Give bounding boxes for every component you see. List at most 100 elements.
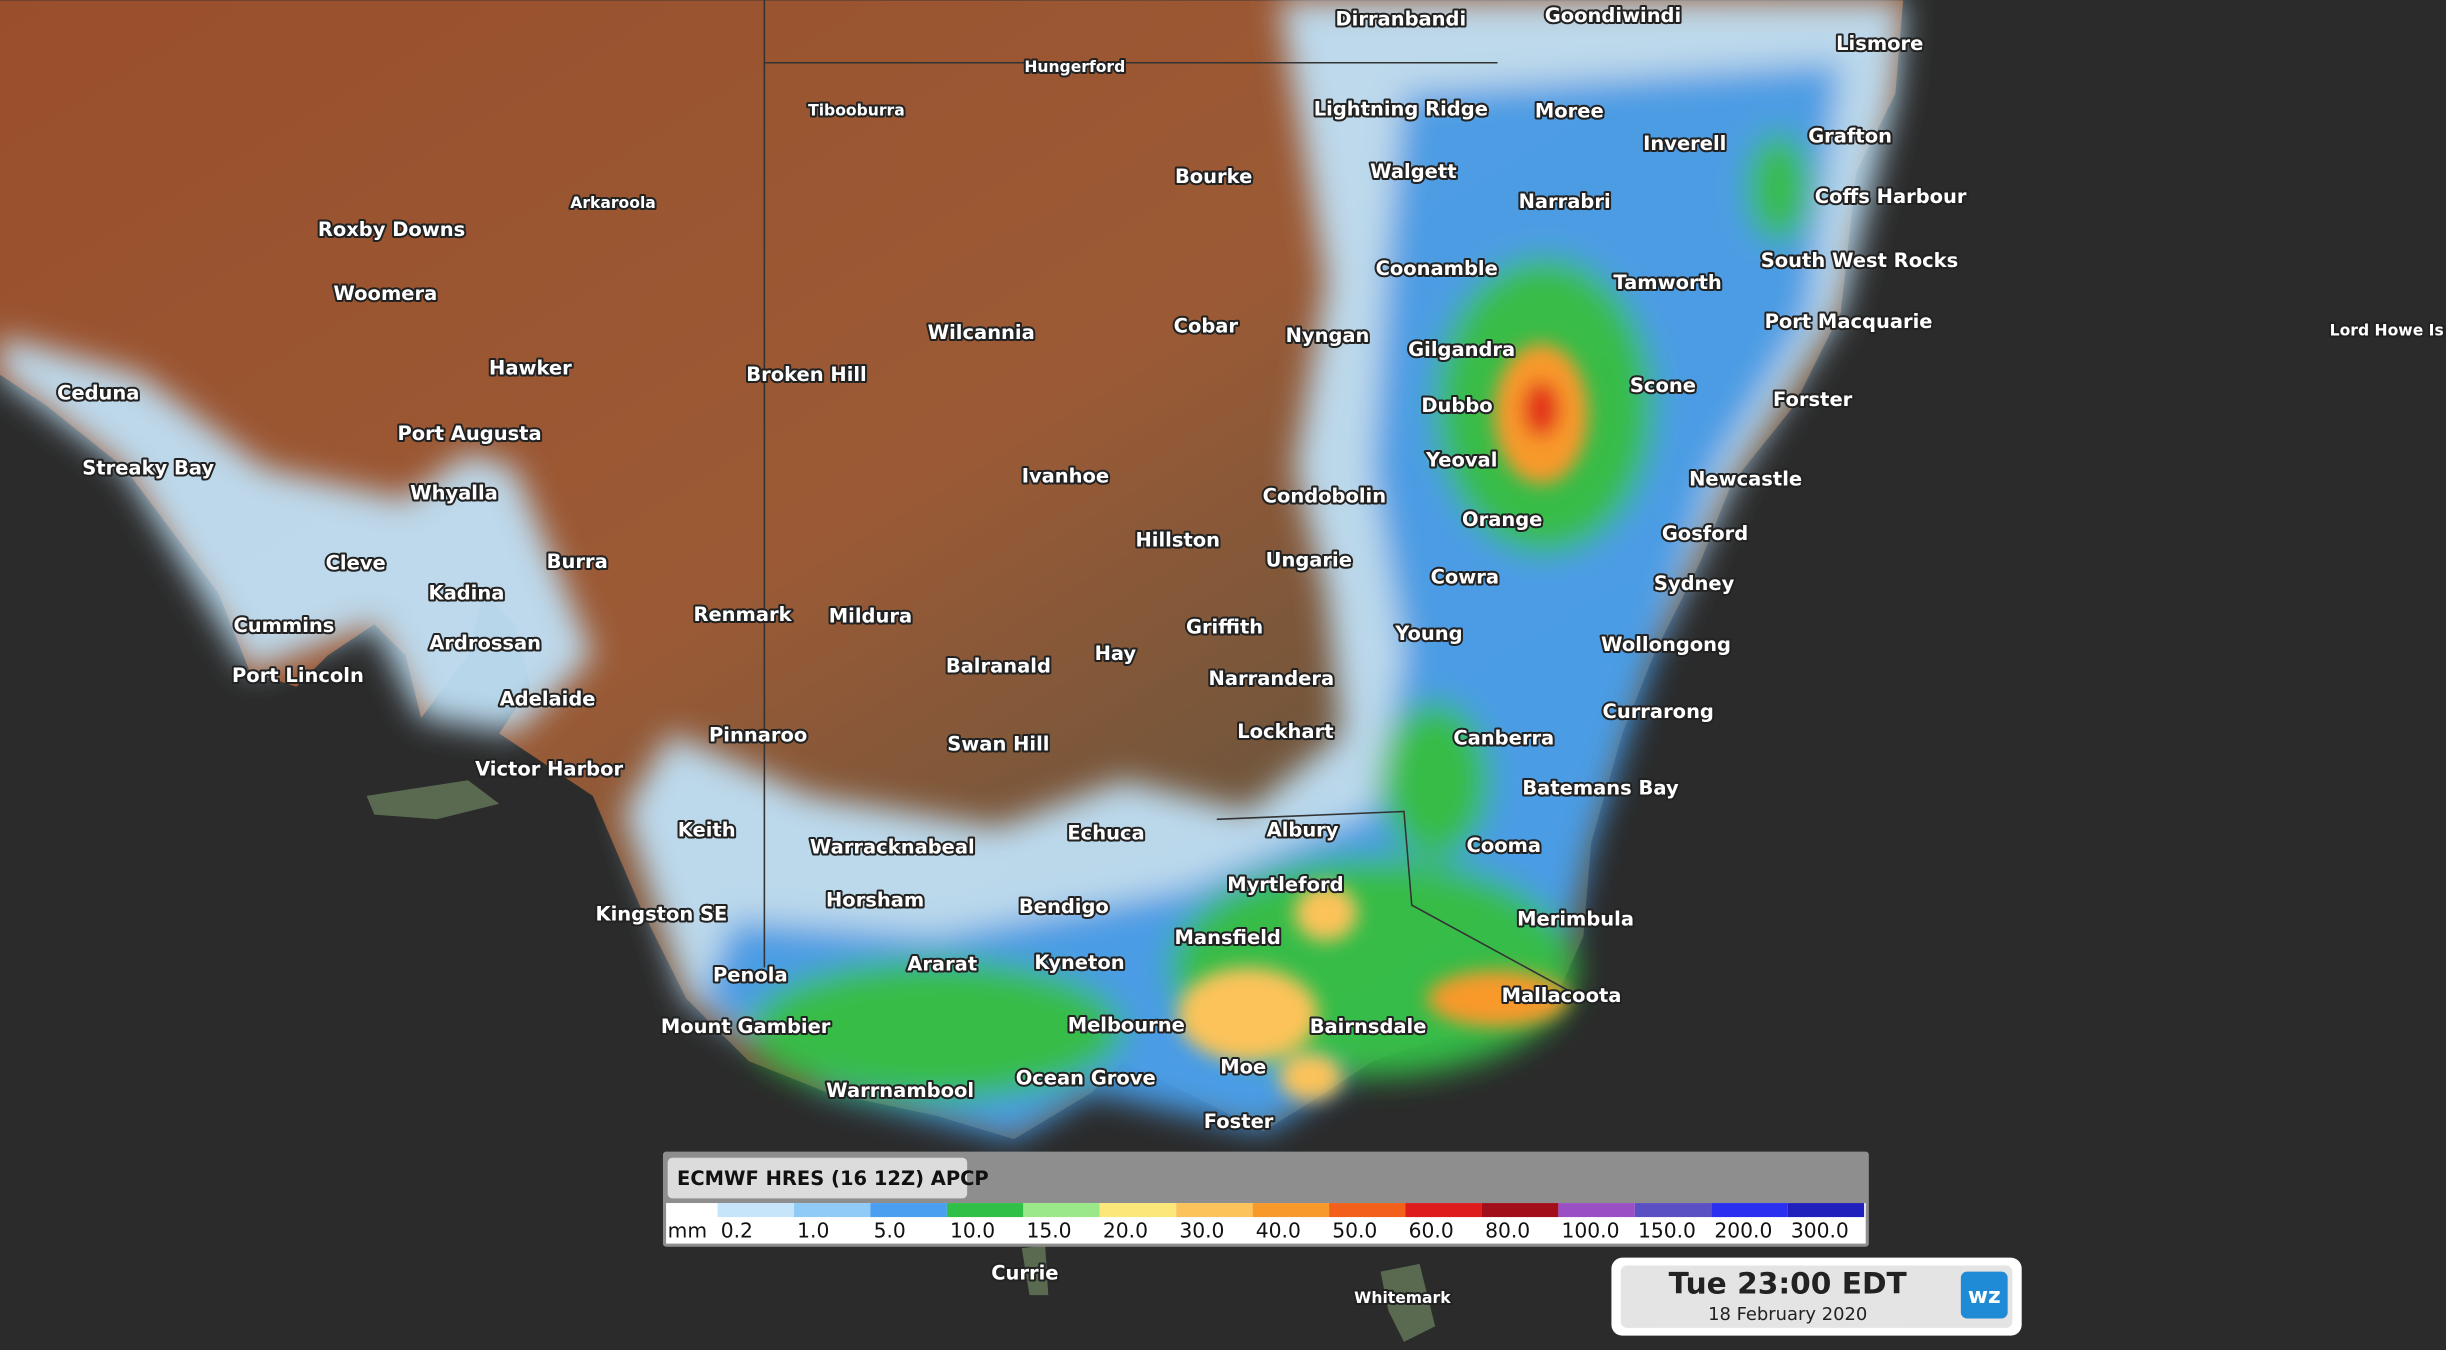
place-label: Lockhart (1237, 720, 1333, 743)
place-label: Kingston SE (595, 903, 727, 926)
place-label: Canberra (1453, 726, 1554, 749)
legend-swatch (1023, 1203, 1100, 1218)
rain-heavy (1177, 343, 1589, 1101)
legend-level-label: 150.0 (1638, 1218, 1696, 1242)
place-label: Warracknabeal (810, 836, 975, 859)
legend-swatch (717, 1203, 795, 1218)
place-label: Ivanhoe (1022, 464, 1109, 487)
place-label: Gosford (1662, 522, 1748, 545)
place-label: Port Augusta (397, 422, 541, 445)
legend-swatch (1558, 1203, 1635, 1218)
place-label: Mount Gambier (661, 1015, 831, 1038)
place-label: Adelaide (500, 687, 596, 710)
legend-level-label: 5.0 (874, 1218, 906, 1242)
place-labels: Dirranbandi Goondiwindi Lismore Hungerford T… (55, 2, 2446, 1309)
legend-swatch (1711, 1203, 1788, 1218)
place-label: Wollongong (1601, 633, 1731, 656)
place-label: Cowra (1431, 566, 1499, 589)
place-label: Tamworth (1613, 271, 1721, 294)
place-label: Scone (1630, 374, 1696, 397)
place-label: Moe (1220, 1056, 1266, 1079)
legend-swatch (1481, 1203, 1559, 1218)
legend-scale: 0.2 1.0 5.0 10.0 15.0 20.0 30.0 40.0 50.0 60.0 80.… (717, 1203, 1865, 1242)
legend-swatch (1252, 1203, 1330, 1218)
place-label: Condobolin (1263, 485, 1386, 508)
logo-badge (1960, 1271, 2008, 1319)
place-label: Pinnaroo (709, 723, 807, 746)
place-label: Nyngan (1286, 324, 1370, 347)
place-label: Bourke (1175, 165, 1252, 188)
place-label: Kyneton (1034, 951, 1124, 974)
place-label: Lightning Ridge (1314, 98, 1488, 121)
place-label: Broken Hill (746, 363, 866, 386)
place-label: Keith (678, 818, 736, 841)
legend-level-label: 100.0 (1562, 1218, 1620, 1242)
place-label: Newcastle (1689, 467, 1802, 490)
place-label: Coonamble (1376, 257, 1498, 280)
place-label: Warrnambool (826, 1079, 974, 1102)
place-label: Cleve (326, 552, 386, 575)
place-label: Balranald (946, 655, 1051, 678)
legend-level-label: 0.2 (721, 1218, 753, 1242)
legend-level-label: 60.0 (1409, 1218, 1454, 1242)
legend-swatch (1787, 1203, 1865, 1218)
place-label: Ceduna (57, 382, 139, 405)
place-label: Woomera (333, 282, 437, 305)
legend-level-label: 80.0 (1485, 1218, 1530, 1242)
place-label: Port Lincoln (232, 664, 364, 687)
place-label: Penola (713, 964, 788, 987)
place-label: Horsham (826, 889, 924, 912)
place-label: Albury (1267, 818, 1339, 841)
place-label: Lismore (1836, 32, 1923, 55)
place-label: Narrandera (1209, 667, 1335, 690)
place-label: Currarong (1603, 700, 1714, 723)
legend-swatch (946, 1203, 1024, 1218)
place-label: Moree (1535, 99, 1604, 122)
place-label: Forster (1773, 388, 1853, 411)
place-label: Grafton (1808, 124, 1892, 147)
place-label: Renmark (693, 603, 792, 626)
place-label: Tibooburra (808, 102, 905, 120)
place-label: Streaky Bay (82, 457, 214, 480)
place-label: Hillston (1136, 528, 1221, 551)
time-panel: Tue 23:00 EDT 18 February 2020 wz (1611, 1257, 2022, 1336)
place-label: Coffs Harbour (1815, 185, 1967, 208)
place-label: Bendigo (1019, 895, 1109, 918)
place-label: Narrabri (1519, 190, 1611, 213)
legend-level-label: 40.0 (1256, 1218, 1301, 1242)
place-label: Myrtleford (1227, 873, 1343, 896)
legend-swatch (870, 1203, 947, 1218)
place-label: Arkaroola (570, 194, 656, 212)
place-label: Cummins (233, 614, 334, 637)
place-label: Ungarie (1266, 549, 1352, 572)
place-label: Hungerford (1024, 58, 1125, 76)
place-label: Ocean Grove (1016, 1066, 1156, 1089)
place-label: Orange (1462, 508, 1542, 531)
place-label: Wilcannia (928, 321, 1035, 344)
place-label: Kadina (428, 581, 504, 604)
place-label: Young (1394, 622, 1462, 645)
legend-level-label: 15.0 (1026, 1218, 1071, 1242)
legend-swatch (1634, 1203, 1712, 1218)
place-label: Roxby Downs (318, 218, 465, 241)
place-label: Ararat (907, 953, 977, 976)
time-label: Tue 23:00 EDT (1669, 1266, 1908, 1301)
place-label: Mansfield (1175, 926, 1281, 949)
place-label: Bairnsdale (1310, 1015, 1427, 1038)
place-label: Gilgandra (1408, 338, 1515, 361)
place-label: Currie (991, 1261, 1058, 1284)
legend-level-label: 50.0 (1332, 1218, 1377, 1242)
legend-title: ECMWF HRES (16 12Z) APCP (677, 1167, 989, 1190)
place-label: Cooma (1467, 834, 1542, 857)
place-label: Walgett (1370, 160, 1456, 183)
place-label: Sydney (1654, 572, 1735, 595)
place-label: Hay (1095, 642, 1137, 665)
legend-level-label: 300.0 (1791, 1218, 1849, 1242)
place-label: Merimbula (1517, 907, 1634, 930)
place-label: Swan Hill (947, 733, 1049, 756)
place-label: Whyalla (410, 482, 498, 505)
place-label: Lord Howe Is (2330, 322, 2444, 340)
legend-level-label: 10.0 (950, 1218, 995, 1242)
legend-level-label: 1.0 (797, 1218, 829, 1242)
